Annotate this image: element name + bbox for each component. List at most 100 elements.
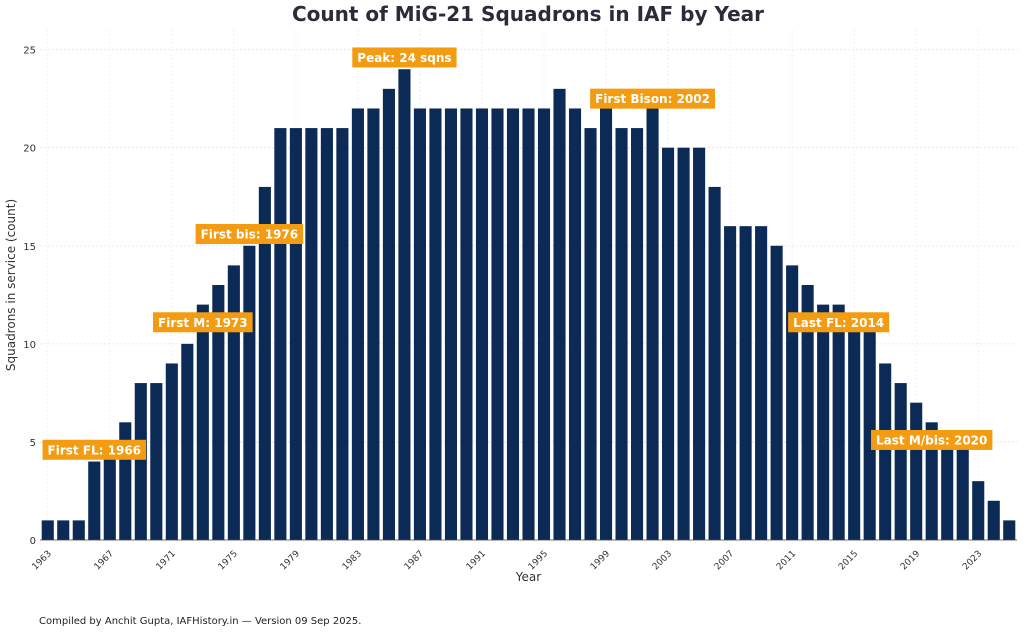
annotation-label: First FL: 1966: [42, 439, 147, 460]
annotation-label: Last FL: 2014: [788, 312, 890, 333]
bar: [460, 108, 473, 540]
bar: [987, 500, 1000, 540]
bar: [181, 343, 194, 540]
chart-title: Count of MiG-21 Squadrons in IAF by Year: [292, 2, 764, 26]
bar: [289, 128, 302, 541]
annotation-text: First M: 1973: [158, 316, 248, 330]
y-tick-label: 25: [23, 46, 36, 57]
bar: [956, 441, 969, 540]
annotation-box: [352, 47, 457, 68]
bar: [925, 422, 938, 540]
bar: [134, 383, 147, 540]
x-tick-label: 1995: [527, 549, 550, 572]
bar: [972, 481, 985, 540]
annotation-box: [590, 88, 715, 109]
bar: [708, 186, 721, 540]
footer-credit: Compiled by Anchit Gupta, IAFHistory.in …: [39, 616, 362, 627]
bar: [599, 108, 613, 540]
bar: [491, 108, 504, 540]
bar: [72, 520, 85, 540]
bar: [910, 402, 923, 540]
bar: [801, 285, 814, 540]
x-tick-label: 2003: [651, 549, 674, 572]
x-tick-label: 2011: [775, 549, 798, 572]
bar: [475, 108, 489, 540]
x-tick-label: 2023: [961, 549, 984, 572]
bar: [196, 304, 209, 540]
bar: [429, 108, 442, 540]
bar: [88, 461, 101, 540]
annotation-box: [195, 224, 304, 244]
bar-chart: 0 5 10 15 20 25 1963 1967 1971 1975 1979 1983 1987 19…: [4, 2, 1017, 584]
x-tick-label: 1987: [403, 549, 426, 572]
y-tick-label: 10: [23, 340, 36, 351]
bar: [848, 324, 861, 540]
bar: [165, 363, 178, 540]
annotation-label: Peak: 24 sqns: [352, 47, 457, 68]
bar: [212, 285, 225, 540]
bar: [336, 128, 349, 541]
bar: [693, 147, 706, 540]
bar: [662, 147, 675, 540]
bar: [305, 128, 318, 541]
annotation-text: Last FL: 2014: [793, 316, 884, 330]
bar: [724, 226, 737, 540]
x-axis-label: Year: [515, 570, 541, 584]
x-tick-label: 1999: [589, 549, 612, 572]
bar: [615, 128, 628, 541]
bar: [553, 88, 566, 540]
bar: [243, 245, 256, 540]
bar: [382, 88, 395, 540]
bar: [150, 383, 163, 540]
bar: [57, 520, 70, 540]
y-tick-label: 0: [30, 536, 36, 547]
bar: [832, 304, 845, 540]
bar: [739, 226, 752, 540]
bar: [227, 265, 240, 540]
bar: [677, 147, 690, 540]
x-tick-label: 1967: [93, 549, 116, 572]
y-axis-label: Squadrons in service (count): [4, 199, 18, 371]
bar: [274, 128, 287, 541]
bar: [320, 128, 333, 541]
bar: [506, 108, 520, 540]
bar: [537, 108, 551, 540]
annotation-text: Peak: 24 sqns: [357, 51, 451, 65]
bar: [367, 108, 380, 540]
bar: [863, 324, 876, 540]
bar: [817, 304, 830, 540]
bar: [1003, 520, 1016, 540]
x-tick-label: 1979: [279, 549, 302, 572]
x-tick-label: 1983: [341, 549, 364, 572]
x-tick-label: 1991: [465, 549, 488, 572]
y-tick-label: 5: [30, 438, 36, 449]
annotation-box: [871, 429, 993, 450]
annotation-box: [42, 439, 147, 460]
bar: [444, 108, 458, 540]
x-tick-label: 1971: [155, 549, 178, 572]
bar: [351, 108, 364, 540]
y-tick-label: 20: [23, 144, 36, 155]
bar: [398, 69, 411, 540]
annotation-box: [153, 312, 253, 333]
bar: [755, 226, 768, 540]
annotation-label: First Bison: 2002: [590, 88, 715, 109]
bar: [770, 245, 783, 540]
annotation-box: [788, 312, 890, 333]
annotation-text: First Bison: 2002: [595, 92, 710, 106]
bar: [413, 108, 426, 540]
bar: [41, 520, 54, 540]
annotation-text: Last M/bis: 2020: [876, 433, 987, 447]
x-tick-label: 1975: [217, 549, 240, 572]
x-tick-label: 2007: [713, 549, 736, 572]
bar: [941, 441, 954, 540]
annotation-text: First bis: 1976: [201, 228, 299, 242]
bar: [631, 128, 644, 541]
y-tick-label: 15: [23, 242, 36, 253]
annotation-label: First M: 1973: [153, 312, 253, 333]
x-tick-label: 1963: [31, 549, 54, 572]
bar: [522, 108, 535, 540]
bar: [103, 441, 116, 540]
x-tick-label: 2015: [837, 549, 860, 572]
bar: [584, 128, 597, 541]
